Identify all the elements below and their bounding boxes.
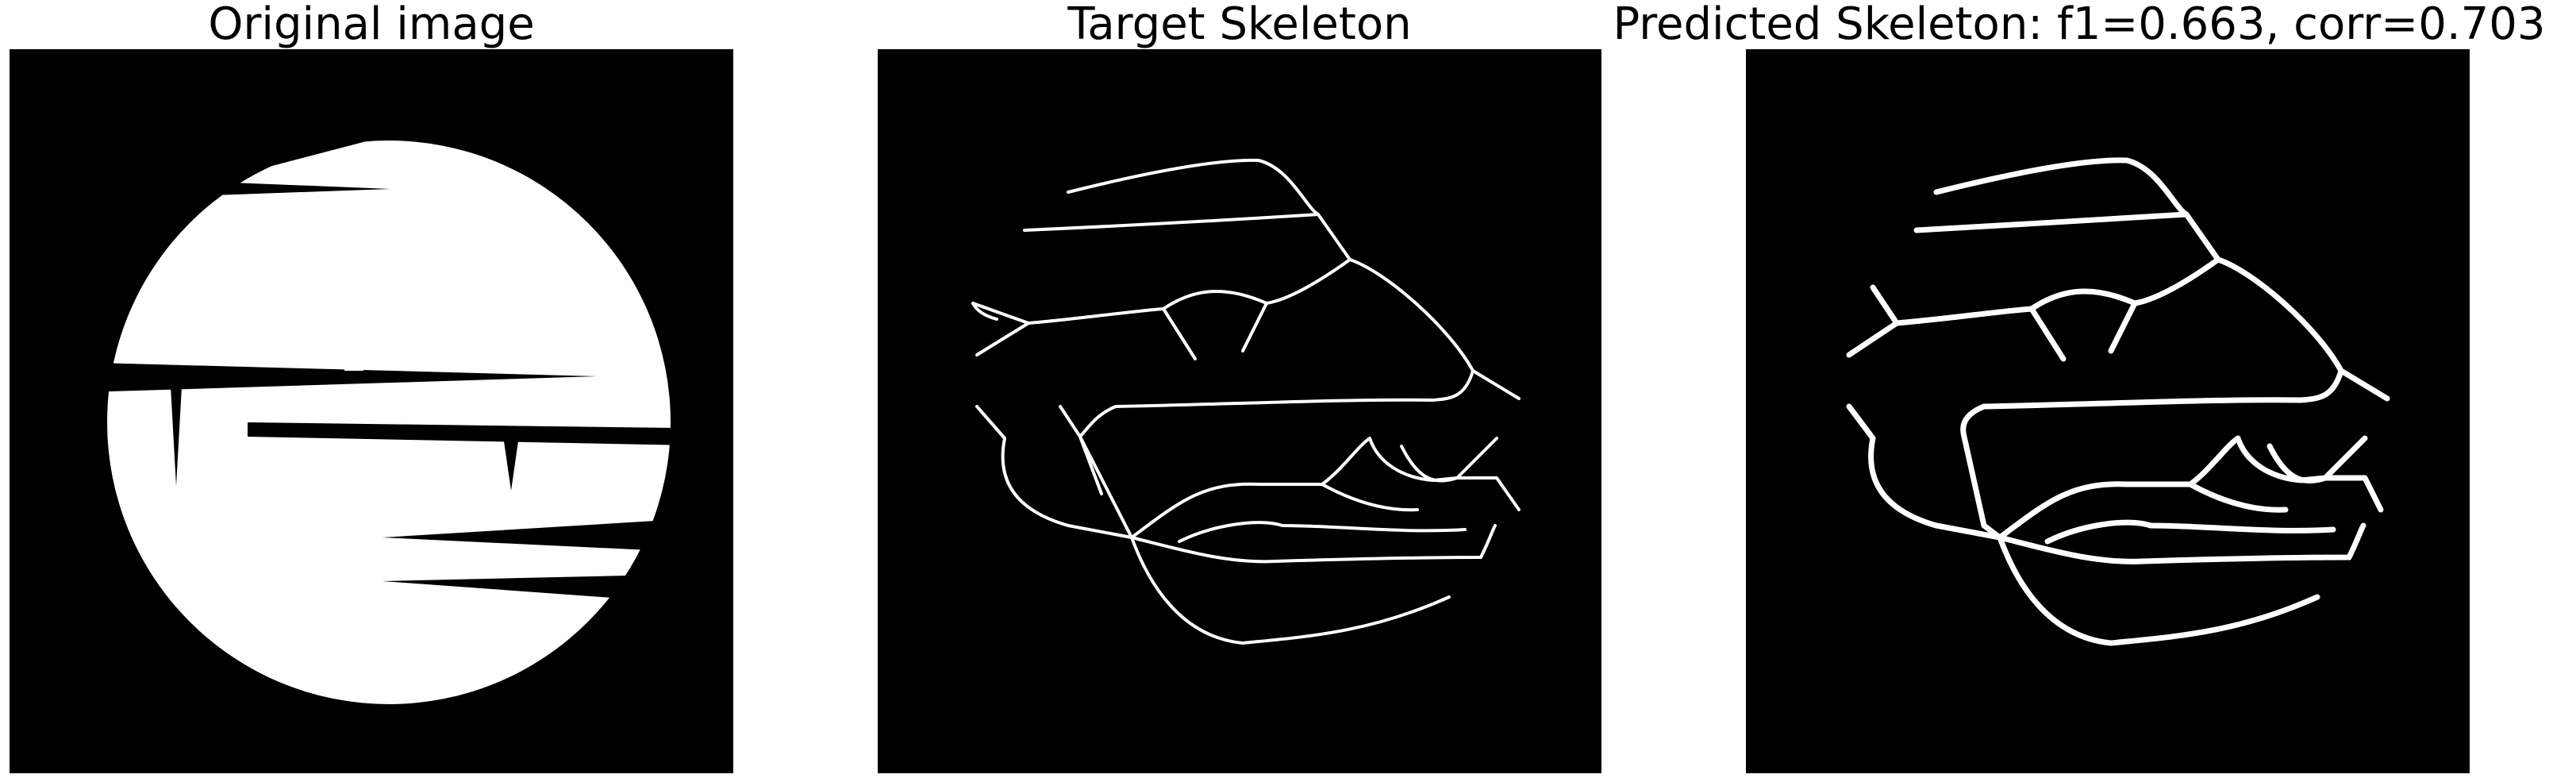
target-skeleton [878, 49, 1601, 773]
original-image [10, 49, 733, 773]
original-image-title: Original image [208, 0, 535, 50]
predicted-skeleton [1746, 49, 2470, 773]
target-skeleton-title: Target Skeleton [1067, 0, 1412, 50]
predicted-skeleton-graphic [1746, 49, 2470, 773]
target-skeleton-graphic [878, 49, 1601, 773]
predicted-skeleton-title: Predicted Skeleton: f1=0.663, corr=0.703 [1613, 0, 2546, 50]
original-image-graphic [10, 49, 733, 773]
